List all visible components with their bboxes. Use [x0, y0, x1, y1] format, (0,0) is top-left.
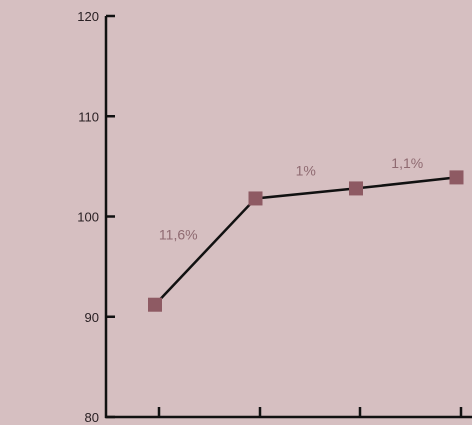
data-point-marker [449, 170, 464, 185]
growth-annotation: 1% [296, 162, 316, 178]
series-group [148, 170, 464, 312]
y-tick-label: 120 [77, 9, 99, 24]
y-tick-label: 100 [77, 210, 99, 225]
y-tick-label: 110 [78, 109, 99, 124]
growth-annotation: 11,6% [159, 227, 198, 243]
growth-annotation: 1,1% [391, 155, 423, 171]
data-point-marker [349, 181, 363, 196]
series-line [154, 176, 457, 306]
y-tick-label: 80 [85, 410, 99, 425]
y-axis: 80 90 100 110 120 [77, 9, 115, 425]
data-point-marker [248, 191, 263, 206]
y-tick-label: 90 [85, 310, 99, 325]
annotation-group: 11,6% 1% 1,1% [159, 155, 423, 243]
data-point-marker [148, 297, 162, 312]
x-axis [105, 407, 472, 419]
